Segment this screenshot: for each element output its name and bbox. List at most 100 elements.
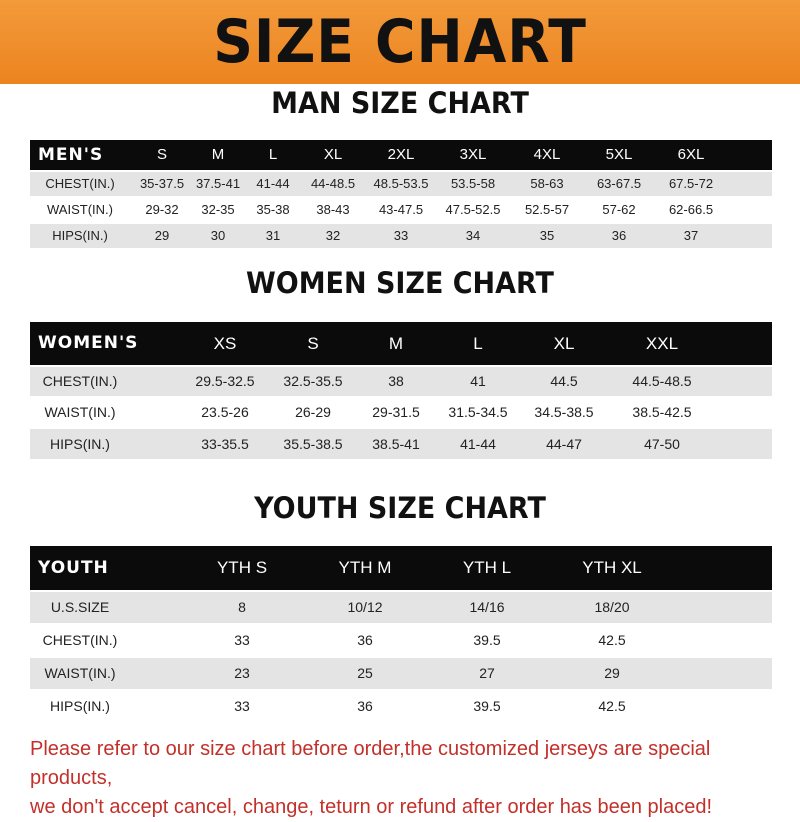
- size-header: XL: [553, 334, 575, 353]
- measurement-cell: 10/12: [347, 599, 383, 615]
- measurement-cell: 33: [393, 228, 409, 243]
- measurement-cell: 39.5: [473, 632, 501, 648]
- measurement-cell: 38.5-41: [372, 436, 420, 452]
- measurement-cell: 37.5-41: [195, 176, 241, 191]
- size-header: L: [473, 334, 483, 353]
- measurement-cell: 47.5-52.5: [445, 202, 501, 217]
- measurement-cell: 25: [357, 665, 373, 681]
- measurement-cell: 8: [238, 599, 246, 615]
- measurement-cell: 33: [234, 698, 250, 714]
- header-label: YOUTH: [38, 558, 109, 578]
- measurement-cell: 41: [470, 373, 486, 389]
- table-row: HIPS(IN.) 33 36 39.5 42.5: [30, 691, 772, 722]
- measurement-cell: 29-31.5: [372, 404, 420, 420]
- table-row: WAIST(IN.) 23 25 27 29: [30, 658, 772, 689]
- measurement-cell: 35-37.5: [139, 176, 185, 191]
- size-header: 4XL: [533, 146, 561, 163]
- order-notice: Please refer to our size chart before or…: [30, 735, 790, 822]
- measurement-cell: 32-35: [201, 202, 235, 217]
- header-label: MEN'S: [38, 145, 104, 165]
- row-label: HIPS(IN.): [50, 698, 110, 714]
- measurement-cell: 29: [604, 665, 620, 681]
- row-label: CHEST(IN.): [45, 176, 115, 191]
- measurement-cell: 38.5-42.5: [632, 404, 692, 420]
- measurement-cell: 35.5-38.5: [283, 436, 343, 452]
- row-label: CHEST(IN.): [42, 373, 118, 389]
- measurement-cell: 37: [683, 228, 699, 243]
- youth-size-table: YOUTH YTH S YTH M YTH L YTH XL U.S.SIZE 8 10/12…: [30, 546, 772, 722]
- measurement-cell: 52.5-57: [524, 202, 570, 217]
- measurement-cell: 42.5: [598, 632, 626, 648]
- row-label: WAIST(IN.): [44, 665, 116, 681]
- size-header: YTH XL: [582, 558, 642, 577]
- size-header: YTH L: [462, 558, 512, 577]
- measurement-cell: 29-32: [145, 202, 179, 217]
- measurement-cell: 58-63: [530, 176, 564, 191]
- size-header: 6XL: [677, 146, 705, 163]
- measurement-cell: 63-67.5: [596, 176, 642, 191]
- measurement-cell: 23.5-26: [201, 404, 249, 420]
- table-row: CHEST(IN.) 29.5-32.5 32.5-35.5 38 41 44.5 44.5…: [30, 367, 772, 396]
- measurement-cell: 44-48.5: [310, 176, 356, 191]
- header-row: YOUTH YTH S YTH M YTH L YTH XL: [30, 546, 772, 590]
- banner: SIZE CHART: [0, 0, 800, 84]
- measurement-cell: 67.5-72: [668, 176, 714, 191]
- size-header: 2XL: [387, 146, 415, 163]
- measurement-cell: 31.5-34.5: [448, 404, 508, 420]
- table-row: WAIST(IN.) 23.5-26 26-29 29-31.5 31.5-34.5 34…: [30, 398, 772, 427]
- table-row: U.S.SIZE 8 10/12 14/16 18/20: [30, 592, 772, 623]
- measurement-cell: 62-66.5: [668, 202, 714, 217]
- size-header: XXL: [645, 334, 679, 353]
- row-label: HIPS(IN.): [50, 436, 110, 452]
- measurement-cell: 36: [357, 632, 373, 648]
- measurement-cell: 53.5-58: [450, 176, 496, 191]
- measurement-cell: 57-62: [602, 202, 636, 217]
- size-header: XS: [213, 334, 237, 353]
- measurement-cell: 41-44: [460, 436, 496, 452]
- banner-title: SIZE CHART: [213, 7, 587, 77]
- row-label: U.S.SIZE: [50, 599, 110, 615]
- measurement-cell: 44.5-48.5: [632, 373, 692, 389]
- measurement-cell: 33: [234, 632, 250, 648]
- size-header: 3XL: [459, 146, 487, 163]
- measurement-cell: 30: [210, 228, 226, 243]
- size-header: M: [388, 334, 404, 353]
- measurement-cell: 29.5-32.5: [195, 373, 255, 389]
- table-row: WAIST(IN.) 29-32 32-35 35-38 38-43 43-47.5 47.…: [30, 198, 772, 222]
- header-label: WOMEN'S: [38, 333, 139, 353]
- notice-line: we don't accept cancel, change, teturn o…: [30, 796, 713, 818]
- measurement-cell: 44.5: [550, 373, 578, 389]
- measurement-cell: 34: [465, 228, 481, 243]
- men-size-table: MEN'S S M L XL 2XL 3XL 4XL 5XL 6XL CHEST(IN.) 35-37…: [30, 140, 772, 248]
- measurement-cell: 35-38: [256, 202, 290, 217]
- measurement-cell: 36: [357, 698, 373, 714]
- measurement-cell: 31: [265, 228, 281, 243]
- size-header: YTH M: [338, 558, 392, 577]
- size-header: YTH S: [216, 558, 268, 577]
- measurement-cell: 44-47: [546, 436, 582, 452]
- measurement-cell: 43-47.5: [378, 202, 424, 217]
- row-label: HIPS(IN.): [52, 228, 108, 243]
- measurement-cell: 38-43: [316, 202, 350, 217]
- measurement-cell: 32: [325, 228, 341, 243]
- size-header: S: [156, 146, 168, 163]
- measurement-cell: 48.5-53.5: [373, 176, 429, 191]
- men-section-title: MAN SIZE CHART: [271, 86, 529, 120]
- row-label: CHEST(IN.): [42, 632, 118, 648]
- table-row: HIPS(IN.) 29 30 31 32 33 34 35 36 37: [30, 224, 772, 248]
- table-row: CHEST(IN.) 33 36 39.5 42.5: [30, 625, 772, 656]
- youth-section-title: YOUTH SIZE CHART: [254, 491, 546, 525]
- notice-line: Please refer to our size chart before or…: [30, 738, 711, 789]
- measurement-cell: 29: [154, 228, 170, 243]
- table-row: CHEST(IN.) 35-37.5 37.5-41 41-44 44-48.5 48.5…: [30, 172, 772, 196]
- measurement-cell: 36: [611, 228, 627, 243]
- measurement-cell: 14/16: [469, 599, 505, 615]
- size-header: L: [268, 146, 278, 163]
- measurement-cell: 41-44: [256, 176, 290, 191]
- measurement-cell: 38: [388, 373, 404, 389]
- size-header: 5XL: [605, 146, 633, 163]
- measurement-cell: 33-35.5: [201, 436, 249, 452]
- measurement-cell: 26-29: [295, 404, 331, 420]
- row-label: WAIST(IN.): [47, 202, 113, 217]
- measurement-cell: 34.5-38.5: [534, 404, 594, 420]
